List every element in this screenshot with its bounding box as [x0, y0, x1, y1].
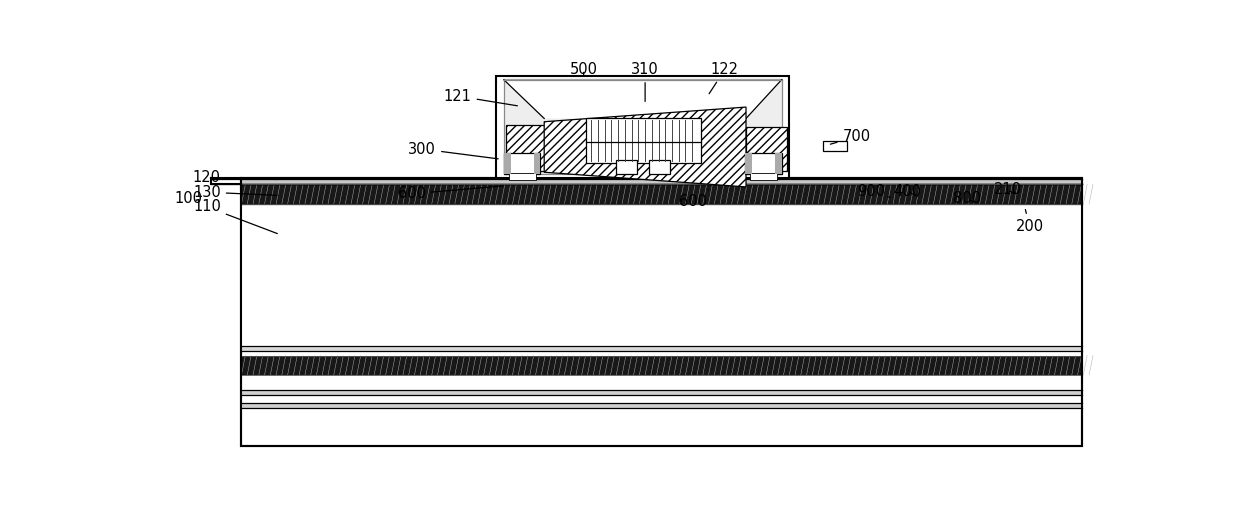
- Bar: [585, 118, 701, 163]
- Text: 122: 122: [709, 62, 739, 94]
- Text: 400: 400: [894, 184, 921, 199]
- Text: 500: 500: [569, 62, 598, 77]
- Text: 600: 600: [680, 189, 708, 209]
- Text: 100: 100: [175, 191, 202, 206]
- Bar: [503, 153, 511, 174]
- Text: 210: 210: [993, 183, 1022, 197]
- Text: 700: 700: [831, 129, 870, 144]
- Bar: [775, 153, 781, 174]
- Bar: [503, 79, 781, 174]
- Text: 600: 600: [398, 186, 503, 202]
- Bar: [242, 346, 1083, 351]
- Bar: [242, 179, 1083, 184]
- Bar: [242, 390, 1083, 395]
- Text: 110: 110: [193, 199, 278, 234]
- Text: 200: 200: [1016, 209, 1044, 234]
- Bar: [503, 153, 541, 174]
- Text: 120: 120: [193, 170, 278, 185]
- Bar: [242, 178, 1083, 446]
- Bar: [242, 178, 1083, 446]
- Polygon shape: [544, 107, 746, 187]
- Bar: [533, 153, 541, 174]
- Bar: [506, 125, 549, 171]
- Bar: [496, 76, 789, 178]
- Bar: [508, 173, 536, 180]
- Bar: [242, 185, 1083, 204]
- Text: 310: 310: [631, 62, 658, 102]
- Bar: [242, 355, 1083, 375]
- Text: 800: 800: [954, 191, 981, 206]
- Bar: [242, 184, 1083, 185]
- Bar: [823, 141, 847, 151]
- Polygon shape: [503, 80, 781, 118]
- Bar: [242, 184, 1083, 185]
- Bar: [745, 153, 751, 174]
- Bar: [242, 403, 1083, 408]
- Bar: [649, 160, 670, 174]
- Bar: [746, 126, 787, 171]
- Bar: [242, 204, 1083, 346]
- Text: 130: 130: [193, 185, 278, 199]
- Text: 121: 121: [444, 88, 517, 106]
- Bar: [750, 173, 776, 180]
- Bar: [616, 160, 637, 174]
- Bar: [745, 153, 781, 174]
- Text: 900: 900: [857, 184, 890, 199]
- Text: 300: 300: [408, 142, 498, 159]
